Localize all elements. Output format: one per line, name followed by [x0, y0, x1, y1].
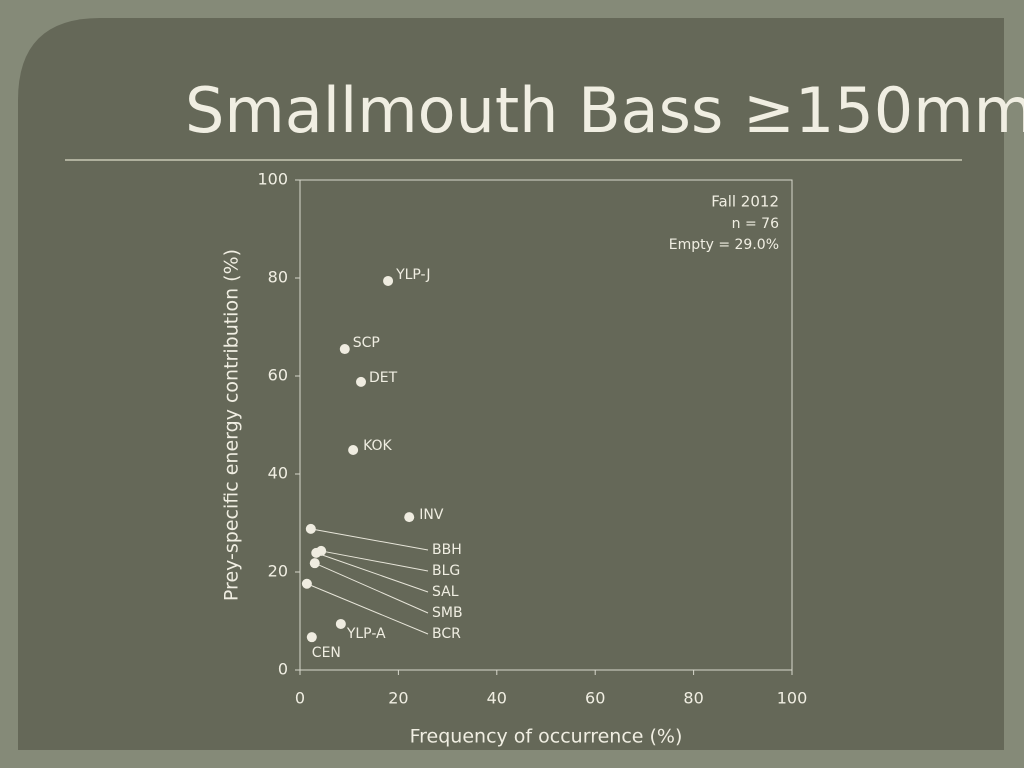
- annotation: Empty = 29.0%: [669, 237, 779, 253]
- point: [404, 512, 415, 523]
- point: [311, 547, 322, 558]
- point-label: CEN: [312, 645, 341, 661]
- point: [348, 444, 359, 455]
- point: [301, 578, 312, 589]
- point-label: YLP-A: [346, 626, 386, 642]
- x-tick-label: 40: [487, 689, 507, 708]
- point-label: BBH: [432, 542, 462, 558]
- y-tick-label: 40: [268, 464, 288, 483]
- point: [339, 344, 350, 355]
- y-tick-label: 80: [268, 268, 288, 287]
- y-tick-label: 0: [278, 660, 288, 679]
- y-tick-label: 100: [257, 170, 288, 189]
- x-tick-label: 0: [295, 689, 305, 708]
- slide-title: Smallmouth Bass ≥150mm: [185, 74, 1024, 147]
- annotation: n = 76: [732, 216, 779, 232]
- annotation: Fall 2012: [711, 193, 779, 211]
- point: [383, 275, 394, 286]
- point: [356, 376, 367, 387]
- point-label: SMB: [432, 605, 463, 621]
- x-axis-title: Frequency of occurrence (%): [410, 726, 683, 748]
- point: [305, 523, 316, 534]
- x-tick-label: 60: [585, 689, 605, 708]
- leader-line: [306, 583, 429, 635]
- point-label: SCP: [353, 335, 380, 351]
- y-axis-title: Prey-specific energy contribution (%): [221, 249, 243, 601]
- point: [309, 558, 320, 569]
- point: [306, 632, 317, 643]
- y-tick-label: 60: [268, 366, 288, 385]
- x-tick-label: 100: [777, 689, 808, 708]
- point-label: SAL: [432, 584, 459, 600]
- leader-line: [314, 562, 429, 614]
- x-tick-label: 20: [388, 689, 408, 708]
- panel: [18, 18, 1004, 750]
- y-tick-label: 20: [268, 562, 288, 581]
- point-label: DET: [369, 370, 398, 386]
- point-label: YLP-J: [395, 267, 430, 283]
- point: [335, 618, 346, 629]
- point-label: KOK: [363, 438, 392, 454]
- point-label: BCR: [432, 626, 461, 642]
- plot-frame: [299, 179, 793, 671]
- x-tick-label: 80: [683, 689, 703, 708]
- leader-line: [316, 552, 429, 593]
- leader-line: [310, 528, 429, 551]
- point-label: INV: [419, 507, 444, 523]
- point-label: BLG: [432, 563, 460, 579]
- leader-line: [321, 550, 429, 572]
